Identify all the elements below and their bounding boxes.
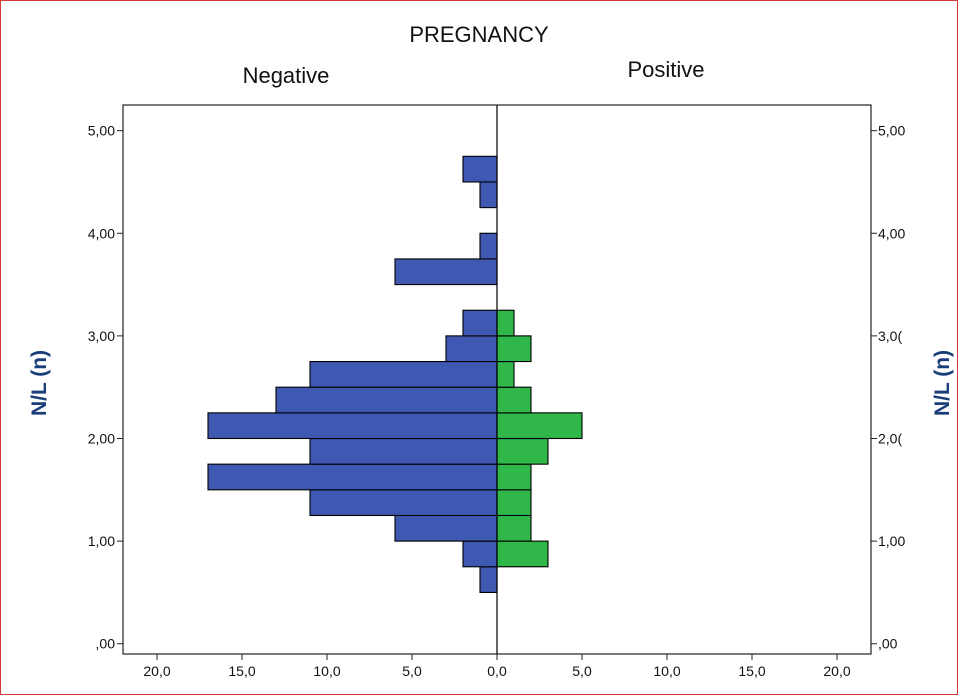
negative-bar <box>462 309 498 337</box>
y-tick-label-left: 4,00 <box>88 225 115 241</box>
negative-bar <box>394 258 498 286</box>
y-tick-label-right: ,00 <box>878 636 898 652</box>
positive-bar <box>496 489 532 517</box>
y-tick-label-right: 2,0( <box>878 431 902 447</box>
y-tick-label-left: ,00 <box>96 636 116 652</box>
positive-bar <box>496 386 532 414</box>
negative-bar <box>309 360 498 388</box>
axis-ticks-group: ,00 1,00 2,00 3,00 4,00 5,00 ,00 1,00 2,0( 3,0( 4,… <box>88 123 906 679</box>
x-tick-label: 20,0 <box>143 663 170 679</box>
negative-bar <box>445 335 498 363</box>
negative-bar <box>207 412 498 440</box>
x-tick-label: 20,0 <box>823 663 850 679</box>
y-axis-label-right: N/L (n) <box>931 350 954 416</box>
y-tick-label-right: 4,00 <box>878 225 905 241</box>
chart-title: PREGNANCY <box>409 22 549 47</box>
y-tick-label-left: 3,00 <box>88 328 115 344</box>
x-tick-label: 0,0 <box>487 663 507 679</box>
x-tick-label: 5,0 <box>572 663 592 679</box>
x-tick-label: 10,0 <box>313 663 340 679</box>
negative-bar <box>479 181 498 209</box>
negative-bar <box>309 437 498 465</box>
group-label-positive: Positive <box>627 57 704 82</box>
positive-bar <box>496 412 583 440</box>
y-axis-label-left: N/L (n) <box>28 350 51 416</box>
y-tick-label-right: 1,00 <box>878 533 905 549</box>
x-tick-label: 15,0 <box>228 663 255 679</box>
positive-bar <box>496 309 515 337</box>
negative-bar <box>207 463 498 491</box>
y-tick-label-left: 1,00 <box>88 533 115 549</box>
positive-bar <box>496 463 532 491</box>
positive-bar <box>496 540 549 568</box>
x-tick-label: 15,0 <box>738 663 765 679</box>
positive-bar <box>496 437 549 465</box>
positive-bar <box>496 360 515 388</box>
negative-bar <box>394 514 498 542</box>
y-tick-label-left: 2,00 <box>88 431 115 447</box>
y-tick-label-left: 5,00 <box>88 123 115 139</box>
negative-bar <box>479 232 498 260</box>
positive-bar <box>496 335 532 363</box>
negative-bar <box>479 566 498 593</box>
y-tick-label-right: 5,00 <box>878 123 905 139</box>
negative-bar <box>309 489 498 517</box>
bars-group <box>207 155 583 593</box>
negative-bar <box>462 155 498 183</box>
negative-bar <box>462 540 498 568</box>
negative-bar <box>275 386 498 414</box>
x-tick-label: 10,0 <box>653 663 680 679</box>
y-tick-label-right: 3,0( <box>878 328 902 344</box>
positive-bar <box>496 514 532 542</box>
group-label-negative: Negative <box>243 63 330 88</box>
x-tick-label: 5,0 <box>402 663 422 679</box>
